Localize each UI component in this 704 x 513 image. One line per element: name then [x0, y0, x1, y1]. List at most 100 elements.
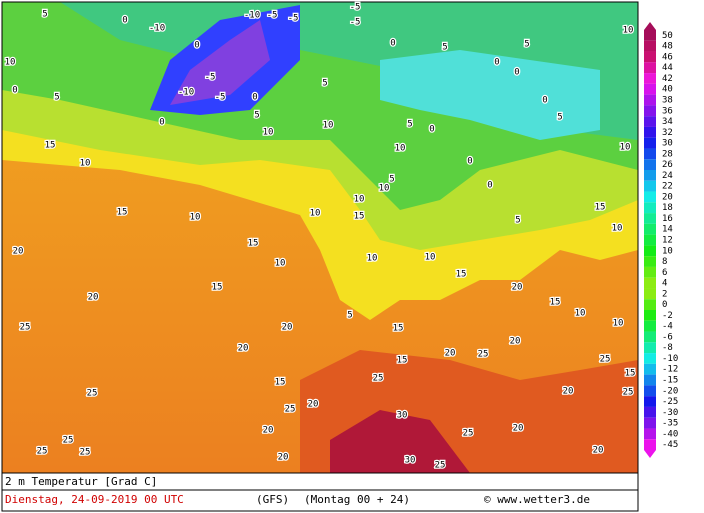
legend-label: -12 — [662, 365, 678, 375]
legend-top-arrow — [644, 22, 656, 30]
contour-label: -5 — [267, 11, 278, 21]
contour-label: 0 — [252, 93, 257, 103]
legend-label: 32 — [662, 128, 673, 138]
contour-label: 10 — [613, 319, 624, 329]
contour-label: 15 — [45, 141, 56, 151]
legend-swatch — [644, 180, 656, 192]
contour-label: 0 — [194, 41, 199, 51]
legend-label: -4 — [662, 322, 673, 332]
legend-swatch — [644, 256, 656, 267]
legend-swatch — [644, 62, 656, 74]
contour-label: 0 — [122, 16, 127, 26]
legend-label: 22 — [662, 182, 673, 192]
contour-label: 5 — [322, 79, 327, 89]
contour-label: 10 — [80, 159, 91, 169]
legend-swatch — [644, 320, 656, 332]
legend-label: -10 — [662, 354, 678, 364]
legend-label: -6 — [662, 332, 673, 342]
contour-label: 20 — [513, 424, 524, 434]
legend-label: 34 — [662, 117, 673, 127]
contour-label: -10 — [244, 11, 260, 21]
legend-label: 8 — [662, 257, 667, 267]
contour-label: 10 — [612, 224, 623, 234]
contour-label: -5 — [205, 73, 216, 83]
contour-label: 20 — [278, 453, 289, 463]
legend-swatch — [644, 159, 656, 170]
legend-swatch — [644, 396, 656, 407]
contour-label: -5 — [215, 93, 226, 103]
legend-swatch — [644, 234, 656, 246]
contour-label: 25 — [435, 461, 446, 471]
legend-swatch — [644, 73, 656, 84]
legend-label: 10 — [662, 246, 673, 256]
legend-swatch — [644, 202, 656, 214]
contour-label: 30 — [397, 411, 408, 421]
legend-swatch — [644, 40, 656, 52]
legend-label: 2 — [662, 289, 667, 299]
contour-label: 0 — [12, 86, 17, 96]
legend-swatch — [644, 213, 656, 224]
contour-label: 25 — [20, 323, 31, 333]
legend-swatch — [644, 170, 656, 181]
legend-swatch — [644, 30, 656, 41]
legend-swatch — [644, 94, 656, 106]
contour-label: 25 — [373, 374, 384, 384]
contour-label: 10 — [395, 144, 406, 154]
legend-label: 0 — [662, 300, 667, 310]
contour-label: 15 — [248, 239, 259, 249]
legend-label: -45 — [662, 440, 678, 450]
contour-label: 10 — [190, 213, 201, 223]
legend-bottom-arrow — [644, 450, 656, 458]
caption-title: 2 m Temperatur [Grad C] — [5, 475, 157, 488]
contour-label: 25 — [285, 405, 296, 415]
contour-label: 0 — [514, 68, 519, 78]
legend-swatch — [644, 374, 656, 386]
contour-label: 10 — [310, 209, 321, 219]
contour-label: 25 — [63, 436, 74, 446]
legend-swatch — [644, 51, 656, 63]
legend-label: -8 — [662, 343, 673, 353]
contour-label: 5 — [524, 40, 529, 50]
contour-label: 0 — [159, 118, 164, 128]
contour-label: 20 — [238, 344, 249, 354]
contour-label: 5 — [254, 111, 259, 121]
legend-swatch — [644, 331, 656, 343]
legend-swatch — [644, 342, 656, 354]
legend-label: 50 — [662, 31, 673, 41]
contour-label: 0 — [542, 96, 547, 106]
legend-label: 42 — [662, 74, 673, 84]
contour-label: 10 — [379, 184, 390, 194]
caption-source: © www.wetter3.de — [484, 493, 590, 506]
contour-label: 20 — [282, 323, 293, 333]
contour-label: 20 — [13, 247, 24, 257]
contour-label: 15 — [212, 283, 223, 293]
contour-label: 15 — [354, 212, 365, 222]
legend-swatch — [644, 191, 656, 203]
contour-label: 0 — [390, 39, 395, 49]
contour-label: 15 — [397, 356, 408, 366]
contour-label: 20 — [563, 387, 574, 397]
legend-label: 26 — [662, 160, 673, 170]
contour-label: 25 — [600, 355, 611, 365]
legend-label: 30 — [662, 139, 673, 149]
legend-swatch — [644, 116, 656, 127]
caption-run: (Montag 00 + 24) — [304, 493, 410, 506]
contour-label: 5 — [42, 10, 47, 20]
caption-model: (GFS) — [256, 493, 289, 506]
contour-label: 25 — [80, 448, 91, 458]
legend-label: -15 — [662, 376, 678, 386]
legend-label: 36 — [662, 106, 673, 116]
contour-label: 25 — [623, 388, 634, 398]
contour-label: 20 — [512, 283, 523, 293]
contour-label: 20 — [88, 293, 99, 303]
contour-label: 5 — [54, 93, 59, 103]
contour-label: 10 — [425, 253, 436, 263]
contour-label: 20 — [510, 337, 521, 347]
legend-swatch — [644, 223, 656, 235]
legend-label: 12 — [662, 236, 673, 246]
caption-frame — [1, 472, 639, 512]
contour-label: 20 — [593, 446, 604, 456]
legend-label: 48 — [662, 42, 673, 52]
contour-label: 0 — [467, 157, 472, 167]
contour-label: 20 — [263, 426, 274, 436]
